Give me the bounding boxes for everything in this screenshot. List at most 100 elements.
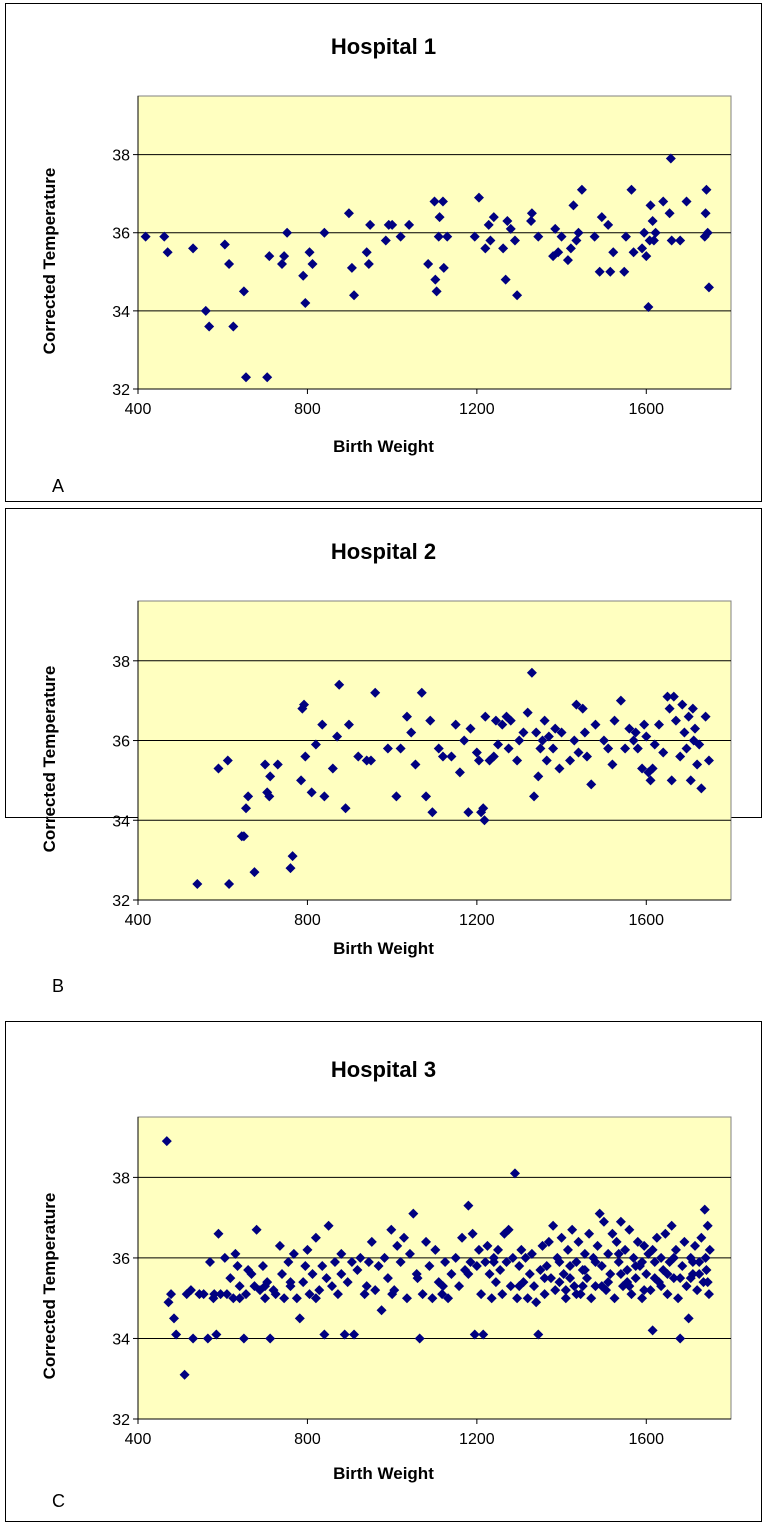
data-point xyxy=(505,1281,516,1292)
data-point xyxy=(277,1269,288,1280)
data-point xyxy=(509,235,520,246)
data-point xyxy=(556,727,567,738)
data-point xyxy=(349,1329,360,1340)
plot-area xyxy=(137,95,732,390)
x-tick-label: 1200 xyxy=(459,912,495,929)
y-tick-label: 34 xyxy=(112,304,130,321)
data-point xyxy=(626,184,637,195)
data-point xyxy=(589,231,600,242)
chart-title: Hospital 1 xyxy=(330,34,437,59)
data-point xyxy=(507,1252,518,1263)
x-axis-label: Birth Weight xyxy=(333,437,434,456)
data-point xyxy=(662,1269,673,1280)
data-point xyxy=(434,212,445,223)
data-point xyxy=(565,1260,576,1271)
data-point xyxy=(327,763,338,774)
x-tick-label: 800 xyxy=(294,912,321,929)
data-point xyxy=(479,815,490,826)
data-point xyxy=(260,1281,271,1292)
data-point xyxy=(664,208,675,219)
data-point xyxy=(497,1289,508,1300)
x-tick-label: 1600 xyxy=(628,401,664,418)
data-point xyxy=(323,1220,334,1231)
data-point xyxy=(319,227,330,238)
data-point xyxy=(430,274,441,285)
data-point xyxy=(573,1236,584,1247)
data-point xyxy=(488,1256,499,1267)
data-point xyxy=(571,1256,582,1267)
data-point xyxy=(565,1273,576,1284)
x-tick-label: 1600 xyxy=(628,912,664,929)
data-point xyxy=(615,1216,626,1227)
data-point xyxy=(681,1281,692,1292)
data-point xyxy=(446,751,457,762)
data-point xyxy=(376,1305,387,1316)
data-point xyxy=(550,1285,561,1296)
data-point xyxy=(615,695,626,706)
data-point xyxy=(202,1333,213,1344)
data-point xyxy=(539,1289,550,1300)
panel-label: B xyxy=(52,976,65,996)
data-point xyxy=(412,1273,423,1284)
data-point xyxy=(485,235,496,246)
data-point xyxy=(272,759,283,770)
data-point xyxy=(443,1293,454,1304)
data-point xyxy=(643,1248,654,1259)
data-point xyxy=(565,755,576,766)
data-point xyxy=(406,727,417,738)
data-point xyxy=(404,1248,415,1259)
data-point xyxy=(163,1297,174,1308)
data-point xyxy=(535,1265,546,1276)
data-point xyxy=(569,1281,580,1292)
data-point xyxy=(209,1289,220,1300)
data-point xyxy=(440,1256,451,1267)
x-tick-label: 1600 xyxy=(628,1431,664,1448)
x-tick-label: 400 xyxy=(125,401,152,418)
data-point xyxy=(568,200,579,211)
data-point xyxy=(670,715,681,726)
data-point xyxy=(630,727,641,738)
data-point xyxy=(660,1228,671,1239)
data-point xyxy=(548,1220,559,1231)
scatter-plot: 32 34 36 38 400 800 1200 1600 xyxy=(112,95,732,418)
data-point xyxy=(450,719,461,730)
data-point xyxy=(704,1244,715,1255)
data-point xyxy=(548,743,559,754)
data-point xyxy=(332,1289,343,1300)
data-point xyxy=(701,184,712,195)
data-point xyxy=(647,1244,658,1255)
data-point xyxy=(639,227,650,238)
data-point xyxy=(658,747,669,758)
data-point xyxy=(630,1260,641,1271)
data-point xyxy=(304,1289,315,1300)
data-point xyxy=(626,1289,637,1300)
plot-area xyxy=(137,600,732,901)
data-point xyxy=(643,767,654,778)
data-point xyxy=(647,216,658,227)
data-point xyxy=(433,743,444,754)
data-point xyxy=(416,687,427,698)
data-point xyxy=(514,735,525,746)
data-point xyxy=(277,258,288,269)
data-point xyxy=(342,1277,353,1288)
data-point xyxy=(556,1232,567,1243)
data-point xyxy=(699,1204,710,1215)
data-point xyxy=(161,1136,172,1147)
data-point xyxy=(380,235,391,246)
data-point xyxy=(613,1248,624,1259)
data-point xyxy=(609,715,620,726)
data-point xyxy=(662,1289,673,1300)
data-point xyxy=(140,231,151,242)
data-point xyxy=(577,703,588,714)
data-point xyxy=(224,258,235,269)
data-point xyxy=(619,266,630,277)
data-point xyxy=(565,243,576,254)
data-point xyxy=(681,743,692,754)
y-tick-label: 32 xyxy=(112,1412,130,1429)
data-point xyxy=(366,1236,377,1247)
data-point xyxy=(241,1289,252,1300)
data-point xyxy=(703,282,714,293)
data-point xyxy=(553,247,564,258)
data-point xyxy=(387,219,398,230)
data-point xyxy=(590,1256,601,1267)
